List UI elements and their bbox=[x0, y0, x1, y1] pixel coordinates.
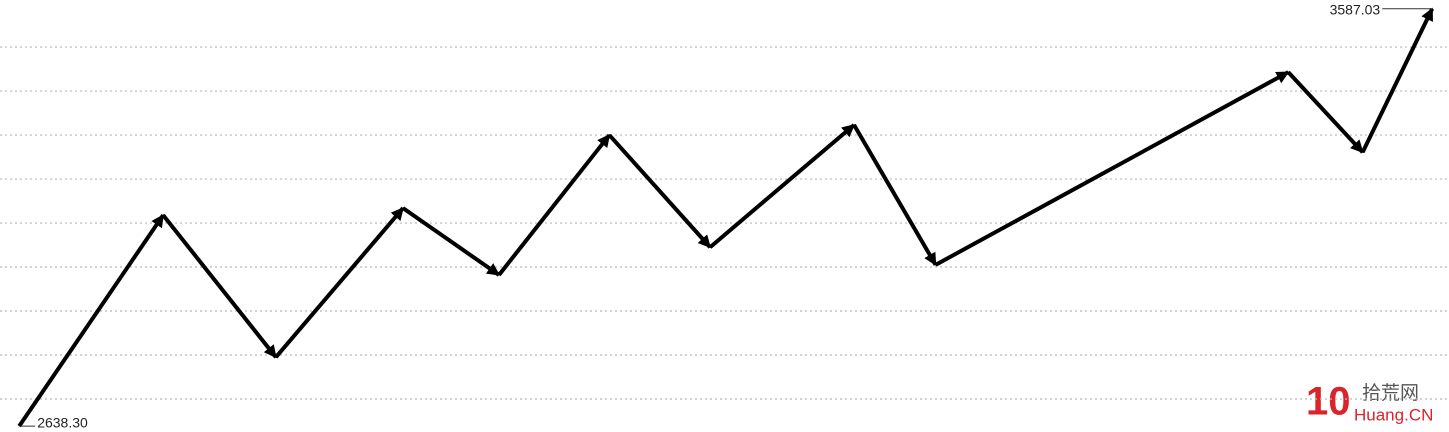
extreme-label: 2638.30 bbox=[37, 415, 88, 431]
trend-arrow bbox=[708, 123, 856, 249]
trend-arrow bbox=[934, 70, 1290, 267]
trend-arrow bbox=[607, 133, 712, 249]
watermark-number: 10 bbox=[1306, 380, 1351, 424]
watermark-site: Huang.CN bbox=[1354, 405, 1433, 424]
watermark: 10 拾荒网 Huang.CN bbox=[1306, 380, 1433, 425]
trend-arrow bbox=[401, 206, 501, 277]
trend-arrow bbox=[852, 123, 938, 266]
watermark-name: 拾荒网 bbox=[1362, 382, 1419, 404]
trend-arrow bbox=[1286, 70, 1365, 154]
trend-arrow bbox=[17, 213, 165, 428]
trend-arrow bbox=[1360, 7, 1435, 154]
trend-arrow bbox=[497, 133, 611, 277]
extreme-label: 3587.03 bbox=[1330, 1, 1381, 17]
trend-arrow bbox=[274, 206, 405, 359]
trend-arrow bbox=[161, 213, 278, 359]
